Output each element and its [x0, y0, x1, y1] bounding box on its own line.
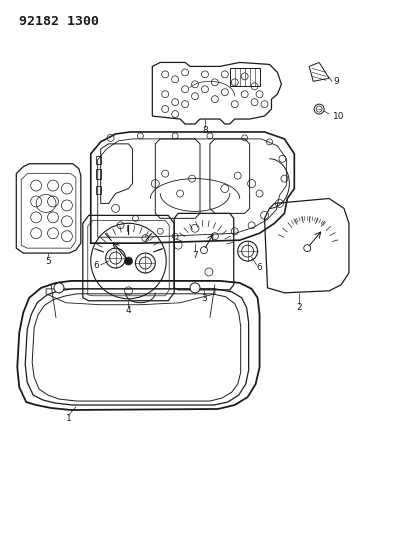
Text: 2: 2 [297, 303, 302, 312]
Circle shape [200, 247, 208, 254]
Text: 9: 9 [333, 77, 339, 86]
Text: 92182 1300: 92182 1300 [19, 15, 99, 28]
Text: 1: 1 [66, 415, 72, 423]
Bar [230, 68, 259, 86]
Text: 6: 6 [257, 263, 263, 272]
Text: 5: 5 [45, 256, 51, 265]
Text: 4: 4 [126, 306, 131, 315]
Text: 7: 7 [192, 251, 198, 260]
Text: 3: 3 [201, 294, 207, 303]
Text: 8: 8 [202, 126, 208, 135]
Circle shape [304, 245, 311, 252]
Text: 6: 6 [94, 261, 99, 270]
Circle shape [190, 283, 200, 293]
Circle shape [124, 257, 133, 265]
Text: 10: 10 [333, 111, 345, 120]
Circle shape [54, 283, 64, 293]
